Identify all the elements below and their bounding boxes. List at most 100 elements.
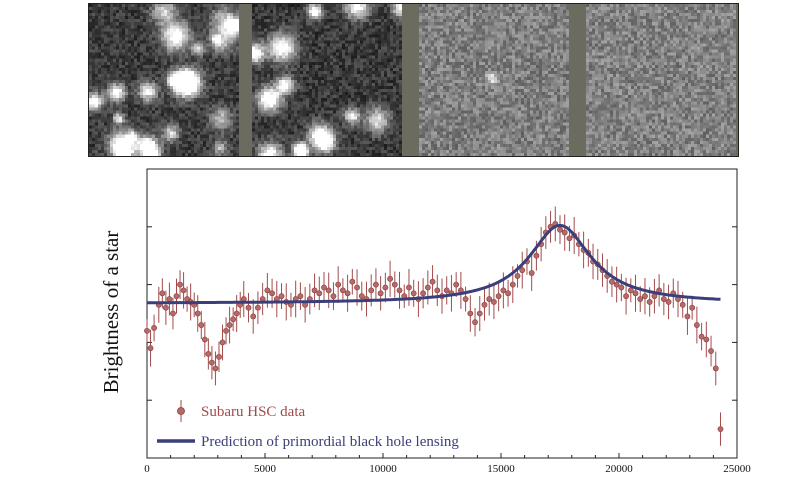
- image-panel-3: [419, 4, 569, 156]
- data-point: [406, 284, 412, 291]
- data-point: [144, 327, 150, 334]
- data-point: [609, 278, 615, 285]
- data-point: [223, 327, 229, 334]
- data-point: [420, 290, 427, 297]
- legend-point-icon: [177, 407, 185, 415]
- data-point: [173, 293, 180, 300]
- model-curve: [147, 223, 721, 305]
- image-panel-1: [89, 4, 239, 156]
- data-point: [316, 290, 323, 297]
- x-tick-label: 15000: [487, 463, 515, 475]
- data-points: [144, 221, 724, 432]
- data-point: [467, 310, 474, 317]
- data-point: [250, 313, 257, 320]
- data-point: [462, 296, 469, 302]
- data-point: [278, 293, 285, 300]
- data-point: [382, 284, 389, 291]
- data-point: [476, 310, 483, 317]
- data-point: [514, 273, 521, 279]
- x-tick-label: 5000: [254, 463, 277, 475]
- data-point: [170, 310, 176, 317]
- panel-2-canvas: [252, 4, 402, 156]
- data-point: [368, 287, 375, 294]
- data-point: [151, 325, 157, 331]
- data-point: [194, 310, 201, 317]
- data-point: [500, 287, 507, 294]
- data-point: [166, 296, 173, 302]
- data-point: [201, 336, 208, 343]
- data-point: [519, 267, 526, 274]
- data-point: [147, 345, 154, 352]
- data-point: [429, 278, 436, 285]
- data-point: [491, 299, 497, 305]
- data-point: [264, 287, 271, 294]
- data-point: [623, 293, 629, 300]
- data-point: [495, 293, 502, 300]
- data-point: [698, 333, 705, 340]
- data-point: [453, 281, 460, 288]
- x-tick-label: 25000: [723, 463, 751, 475]
- data-point: [642, 293, 648, 300]
- data-point: [358, 293, 365, 300]
- data-point: [245, 304, 252, 311]
- data-point: [708, 348, 714, 354]
- data-point: [354, 284, 360, 291]
- data-point: [646, 299, 653, 305]
- panel-1-canvas: [89, 4, 239, 156]
- data-point: [349, 278, 356, 285]
- panel-4-canvas: [586, 4, 736, 156]
- data-point: [693, 322, 700, 328]
- data-point: [561, 229, 568, 236]
- data-point: [269, 290, 275, 297]
- data-point: [226, 322, 233, 328]
- image-panel-4: [586, 4, 736, 156]
- data-point: [665, 299, 672, 305]
- data-point: [255, 304, 261, 311]
- data-point: [528, 270, 535, 276]
- legend-label-data: Subaru HSC data: [201, 404, 306, 420]
- panel-3-canvas: [419, 4, 569, 156]
- axis-ticks: 0 5000 10000 15000 20000 25000: [144, 226, 751, 475]
- data-point: [321, 284, 327, 291]
- data-point: [344, 290, 351, 297]
- data-point: [391, 281, 398, 288]
- x-tick-label: 20000: [605, 463, 633, 475]
- data-point: [205, 351, 212, 357]
- data-point: [443, 287, 450, 294]
- legend-label-model: Prediction of primordial black hole lens…: [201, 434, 459, 450]
- data-point: [618, 284, 625, 291]
- data-point: [180, 287, 187, 294]
- legend: Subaru HSC data Prediction of primordial…: [157, 400, 459, 450]
- data-point: [339, 287, 346, 294]
- data-point: [557, 226, 563, 233]
- data-point: [377, 290, 384, 297]
- data-point: [311, 287, 318, 294]
- data-point: [396, 287, 403, 294]
- data-point: [712, 365, 719, 372]
- data-point: [660, 296, 667, 302]
- data-point: [216, 353, 222, 360]
- data-point: [679, 301, 686, 308]
- data-point: [212, 365, 219, 372]
- data-point: [219, 339, 226, 346]
- data-point: [637, 296, 644, 302]
- data-point: [533, 252, 540, 259]
- data-point: [330, 293, 337, 300]
- image-panel-strip: [88, 3, 739, 157]
- data-point: [387, 275, 393, 282]
- plot-frame: [146, 168, 738, 459]
- data-point: [297, 293, 304, 300]
- data-point: [325, 287, 332, 294]
- x-tick-label: 0: [144, 463, 150, 475]
- data-point: [198, 322, 205, 328]
- data-point: [424, 284, 431, 291]
- data-point: [505, 290, 511, 297]
- data-point: [472, 319, 478, 326]
- data-point: [233, 310, 240, 317]
- y-axis-label: Brightness of a star: [99, 231, 123, 394]
- data-point: [410, 290, 417, 297]
- data-point: [230, 316, 237, 323]
- data-point: [613, 281, 620, 288]
- data-point: [373, 281, 379, 288]
